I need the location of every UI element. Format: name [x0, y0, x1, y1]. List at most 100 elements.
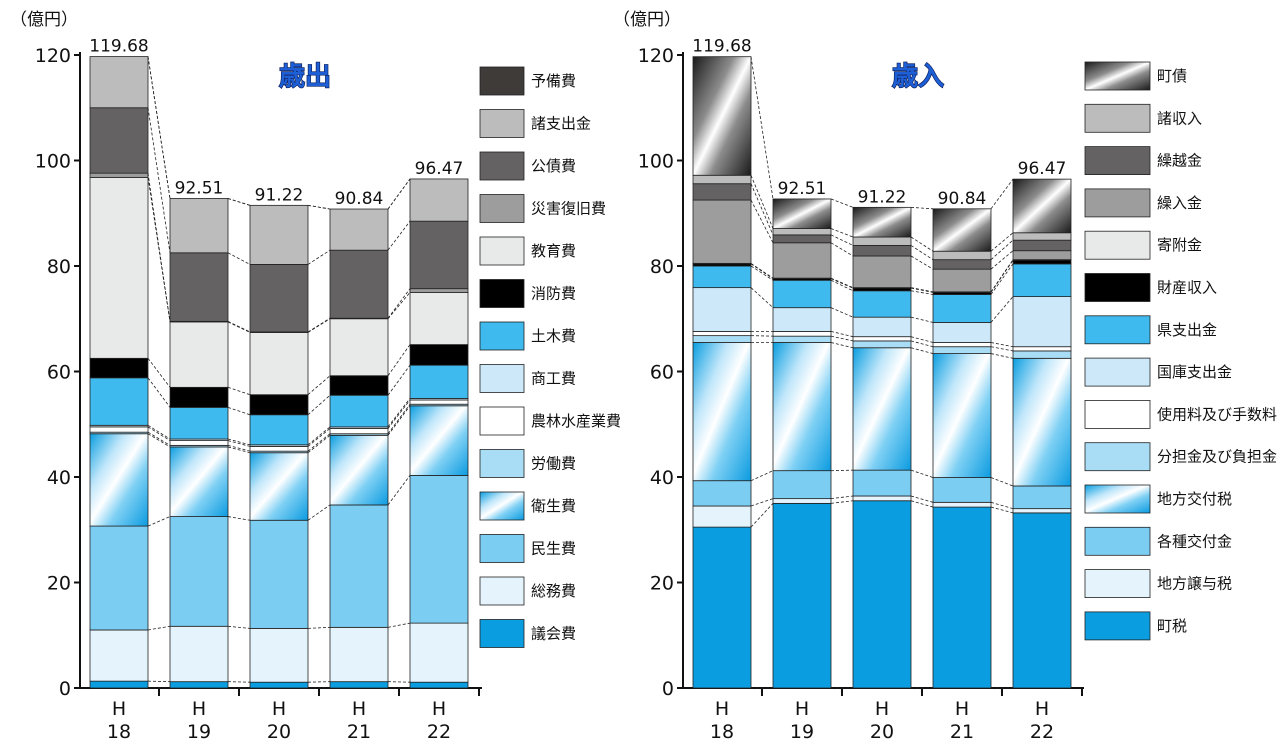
- legend-label: 各種交付金: [1157, 532, 1232, 550]
- bar-segment: [1012, 263, 1072, 297]
- total-label: 119.68: [89, 37, 148, 57]
- bar-segment: [692, 505, 752, 528]
- x-tick-label-era: H: [272, 698, 286, 720]
- bar-segment: [89, 377, 149, 426]
- bar-segment: [329, 394, 389, 428]
- connector-line: [227, 406, 251, 416]
- bar-segment: [329, 208, 389, 251]
- x-tick-label-era: H: [955, 698, 969, 720]
- total-label: 92.51: [778, 179, 827, 199]
- legend-label: 国庫支出金: [1157, 363, 1232, 381]
- connector-line: [910, 500, 934, 508]
- total-label: 90.84: [335, 189, 384, 209]
- legend-swatch: [479, 364, 525, 393]
- bar-segment: [249, 446, 309, 452]
- connector-line: [910, 287, 934, 293]
- connector-line: [147, 107, 171, 253]
- bar-segment: [169, 321, 229, 388]
- connector-line: [307, 249, 331, 265]
- x-tick-label-year: 20: [267, 721, 291, 743]
- connector-line: [387, 399, 411, 429]
- connector-line: [830, 307, 854, 318]
- bar-segment: [169, 446, 229, 517]
- connector-line: [147, 426, 171, 441]
- connector-line: [910, 347, 934, 354]
- legend-label: 分担金及び負担金: [1157, 448, 1277, 466]
- connector-line: [227, 681, 251, 683]
- bar-segment: [89, 433, 149, 527]
- bar-segment: [932, 250, 992, 261]
- connector-line: [750, 56, 774, 200]
- legend-swatch: [479, 576, 525, 606]
- chart-title: 歳入: [892, 62, 944, 92]
- bar-segment: [89, 629, 149, 682]
- bar-segment: [692, 56, 752, 176]
- total-label: 119.68: [692, 37, 751, 57]
- connector-line: [307, 204, 331, 210]
- bar-segment: [932, 259, 992, 270]
- bar-segment: [852, 495, 912, 502]
- connector-line: [990, 477, 1014, 487]
- bar-segment: [409, 475, 469, 624]
- bar-segment: [249, 414, 309, 446]
- bar-segment: [692, 174, 752, 185]
- bar-segment: [89, 357, 149, 379]
- connector-line: [910, 206, 934, 210]
- bar-segment: [409, 291, 469, 345]
- legend-swatch: [1084, 569, 1151, 598]
- expenditure-chart: （億円）歳出020406080100120H18119.68H1992.51H2…: [10, 10, 621, 743]
- bar-segment: [692, 342, 752, 482]
- total-label: 90.84: [938, 189, 987, 209]
- legend-swatch: [1084, 188, 1151, 218]
- connector-line: [910, 290, 934, 295]
- legend-swatch: [479, 406, 525, 436]
- legend-swatch: [479, 449, 525, 478]
- bar-segment: [89, 56, 149, 109]
- legend-swatch: [1084, 357, 1151, 387]
- bar-segment: [932, 208, 992, 252]
- x-tick-label-era: H: [112, 698, 126, 720]
- y-tick-label: 40: [650, 467, 674, 489]
- y-tick-label: 80: [47, 256, 71, 278]
- bar-segment: [772, 335, 832, 343]
- connector-line: [830, 495, 854, 500]
- connector-line: [227, 444, 251, 452]
- connector-line: [830, 279, 854, 292]
- connector-line: [910, 469, 934, 478]
- connector-line: [227, 321, 251, 333]
- bar-segment: [692, 183, 752, 201]
- bar-segment: [409, 681, 469, 689]
- legend-swatch: [479, 151, 525, 181]
- revenue-chart: （億円）歳入020406080100120H18119.68H1992.51H2…: [613, 10, 1277, 743]
- connector-line: [147, 625, 171, 631]
- bar-segment: [1012, 512, 1072, 689]
- bar-segment: [932, 477, 992, 503]
- legend-label: 農林水産業費: [531, 412, 621, 430]
- connector-line: [307, 426, 331, 446]
- connector-line: [910, 336, 934, 343]
- x-tick-label-year: 19: [187, 721, 211, 743]
- total-label: 96.47: [415, 159, 464, 179]
- connector-line: [227, 386, 251, 396]
- bar-segment: [329, 504, 389, 628]
- connector-line: [387, 288, 411, 319]
- connector-line: [830, 228, 854, 238]
- legend-swatch: [479, 194, 525, 223]
- legend-swatch: [1084, 526, 1151, 556]
- x-tick-label-year: 21: [950, 721, 974, 743]
- x-tick-label-era: H: [795, 698, 809, 720]
- y-tick-label: 20: [650, 573, 674, 595]
- connector-line: [147, 431, 171, 446]
- bar-segment: [169, 252, 229, 322]
- bar-segment: [169, 440, 229, 446]
- bar-segment: [852, 347, 912, 471]
- connector-line: [387, 622, 411, 628]
- y-tick-label: 80: [650, 256, 674, 278]
- legend-label: 衛生費: [531, 497, 576, 515]
- x-tick-label-year: 22: [427, 721, 451, 743]
- connector-line: [307, 681, 331, 683]
- connector-line: [387, 398, 411, 428]
- bar-segment: [329, 434, 389, 506]
- legend-label: 民生費: [531, 540, 576, 558]
- bar-segment: [169, 406, 229, 440]
